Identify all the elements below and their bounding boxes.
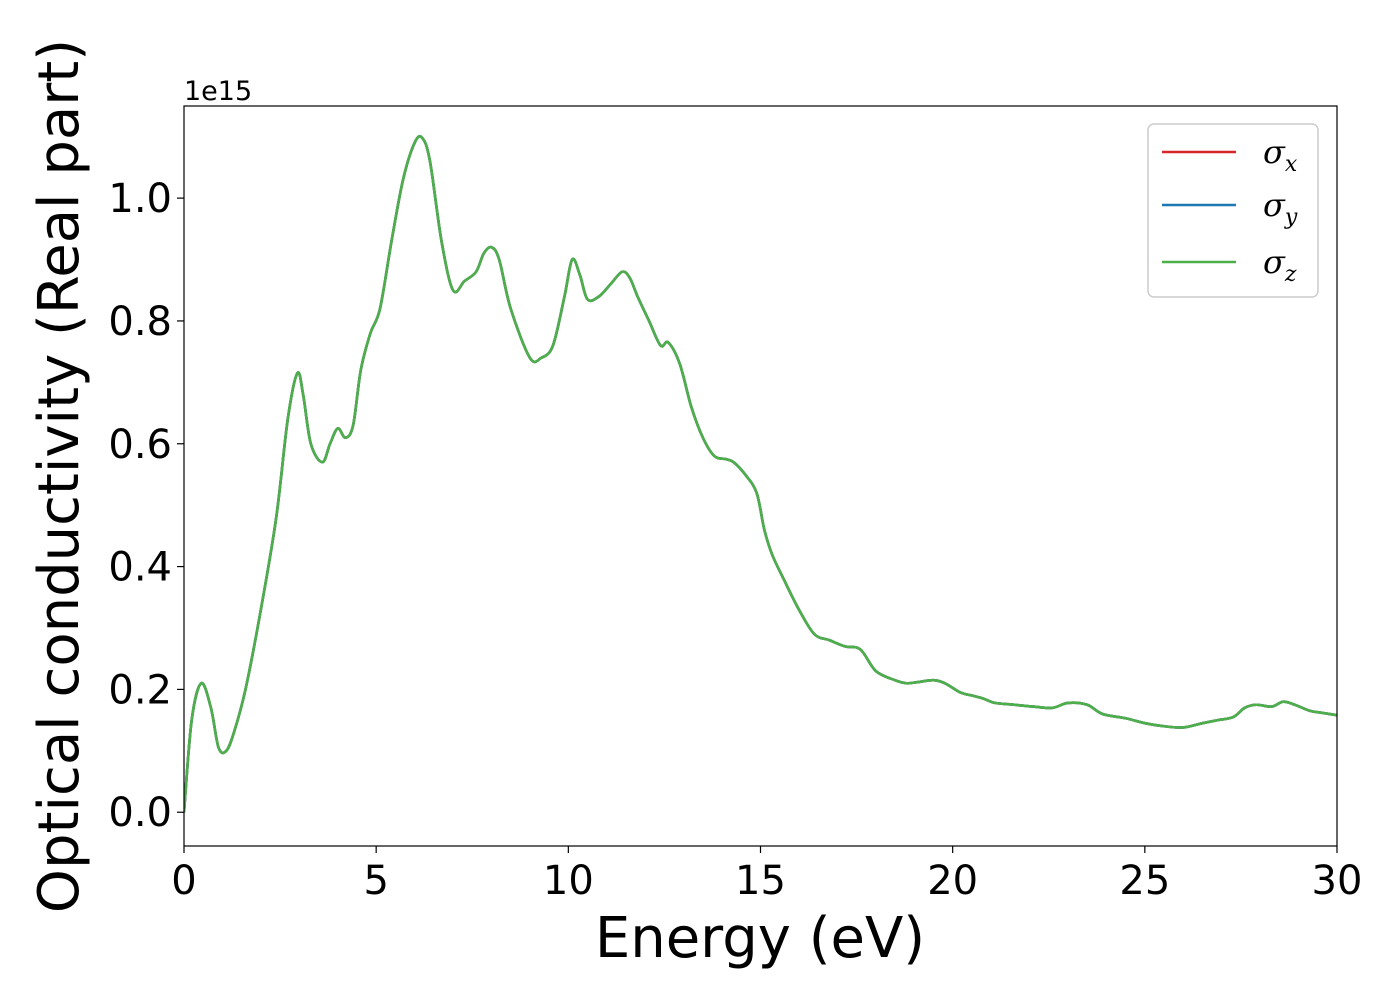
y-tick-label: 0.8 (108, 299, 172, 345)
y-tick-label: 1.0 (108, 176, 172, 222)
legend-box (1147, 123, 1319, 298)
series-line-z (184, 135, 1337, 813)
y-axis: 0.0 0.2 0.4 0.6 0.8 1.0 (108, 176, 184, 836)
y-axis-label: Optical conductivity (Real part) (27, 39, 92, 913)
x-tick-label: 20 (927, 858, 978, 904)
legend: σx σy σz (1147, 123, 1319, 298)
y-tick-label: 0.2 (108, 667, 172, 713)
y-tick-label: 0.6 (108, 422, 172, 468)
legend-label-x: σx (1263, 133, 1298, 177)
plot-lines (184, 135, 1337, 813)
x-tick-label: 15 (735, 858, 786, 904)
y-tick-label: 0.0 (108, 790, 172, 836)
x-tick-label: 30 (1312, 858, 1363, 904)
x-axis-label: Energy (eV) (595, 906, 925, 971)
x-tick-label: 0 (171, 858, 196, 904)
x-tick-label: 25 (1119, 858, 1170, 904)
x-axis: 0 5 10 15 20 25 30 (171, 846, 1362, 904)
y-tick-label: 0.4 (108, 545, 172, 591)
y-offset-label: 1e15 (184, 76, 252, 107)
legend-label-z: σz (1263, 243, 1297, 287)
x-tick-label: 10 (543, 858, 594, 904)
legend-label-y: σy (1263, 186, 1298, 230)
x-tick-label: 5 (363, 858, 388, 904)
